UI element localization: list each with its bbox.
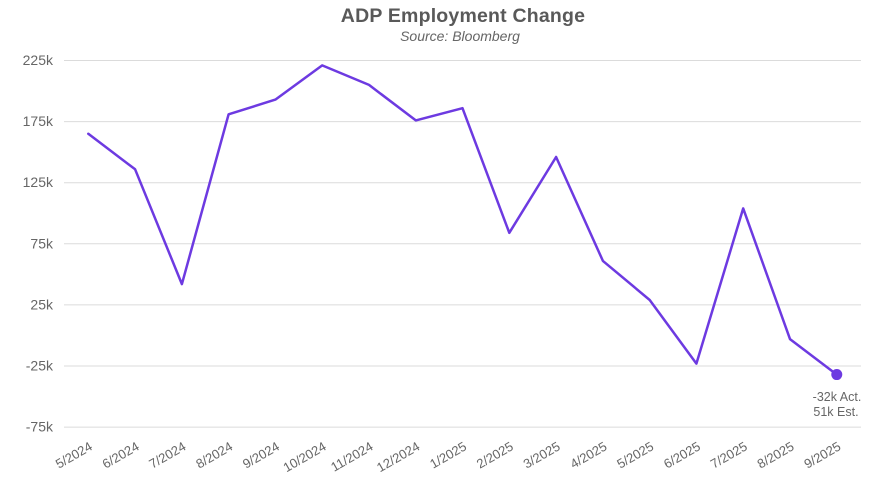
chart-title: ADP Employment Change	[341, 5, 585, 27]
x-tick-label: 7/2024	[146, 439, 188, 472]
y-tick-label: 25k	[30, 296, 54, 312]
y-axis-labels: 225k 175k 125k 75k 25k -25k -75k	[23, 52, 54, 435]
y-tick-label: -75k	[26, 419, 54, 435]
annotation-estimate-value: 51k Est.	[813, 405, 858, 419]
y-tick-label: -25k	[26, 358, 54, 374]
last-point-marker	[831, 369, 843, 381]
employment-change-line	[87, 64, 839, 376]
x-tick-label: 10/2024	[280, 439, 328, 475]
y-tick-label: 175k	[23, 113, 54, 129]
x-tick-label: 7/2025	[708, 439, 750, 472]
x-tick-label: 9/2024	[240, 439, 282, 472]
x-tick-label: 6/2024	[100, 439, 142, 472]
x-tick-label: 6/2025	[661, 439, 703, 472]
x-tick-label: 8/2025	[755, 439, 797, 472]
x-tick-label: 1/2025	[427, 439, 469, 472]
x-tick-label: 5/2024	[53, 439, 95, 472]
x-tick-label: 3/2025	[521, 439, 563, 472]
y-tick-label: 125k	[23, 174, 54, 190]
gridlines	[64, 60, 861, 428]
x-tick-label: 4/2025	[567, 439, 609, 472]
x-tick-label: 5/2025	[614, 439, 656, 472]
x-tick-label: 11/2024	[328, 439, 375, 475]
annotation-actual-value: -32k Act.	[813, 390, 862, 404]
x-tick-label: 9/2025	[801, 439, 843, 472]
x-tick-label: 12/2024	[374, 439, 422, 475]
x-tick-label: 2/2025	[474, 439, 516, 472]
y-tick-label: 75k	[30, 235, 54, 251]
x-tick-label: 8/2024	[193, 439, 235, 472]
y-tick-label: 225k	[23, 52, 54, 68]
chart-subtitle: Source: Bloomberg	[400, 28, 520, 44]
